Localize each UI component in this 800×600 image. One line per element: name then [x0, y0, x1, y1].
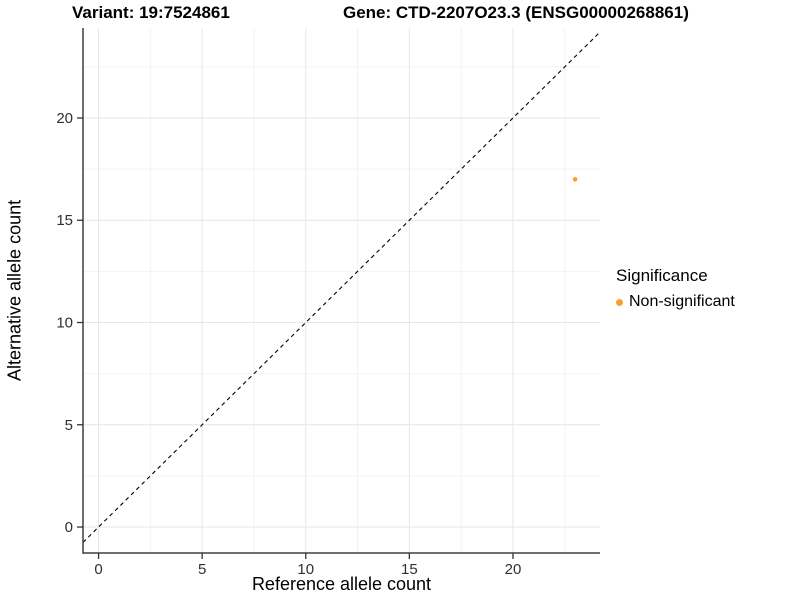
identity-reference-line — [82, 31, 601, 543]
x-tick-label: 20 — [505, 561, 522, 578]
y-tick-label: 20 — [56, 110, 73, 127]
y-tick-label: 10 — [56, 315, 73, 332]
plot-title-gene: Gene: CTD-2207O23.3 (ENSG00000268861) — [343, 3, 689, 22]
x-tick-label: 10 — [297, 561, 314, 578]
x-tick-label: 15 — [401, 561, 418, 578]
legend-dot-icon — [616, 298, 623, 306]
y-tick-label: 0 — [65, 519, 73, 536]
y-axis-title: Alternative allele count — [4, 199, 25, 382]
legend-item-label: Non-significant — [629, 293, 735, 310]
legend-item: Non-significant — [616, 293, 735, 311]
x-axis-title: Reference allele count — [251, 574, 432, 594]
x-tick-label: 0 — [94, 561, 102, 578]
y-tick-label: 15 — [56, 212, 73, 229]
x-tick-label: 5 — [198, 561, 206, 578]
legend-title: Significance — [616, 266, 708, 285]
plot-title-variant: Variant: 19:7524861 — [72, 3, 230, 22]
legend: Significance Non-significant — [616, 266, 735, 311]
y-tick-label: 5 — [65, 417, 73, 434]
data-point — [572, 177, 578, 182]
